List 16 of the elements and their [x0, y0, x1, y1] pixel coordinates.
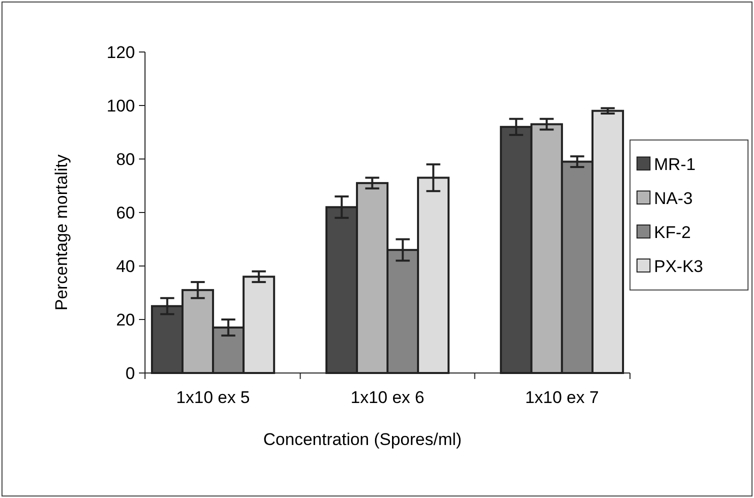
x-tick-label: 1x10 ex 7: [525, 388, 599, 407]
legend-label: MR-1: [654, 154, 696, 174]
y-tick-label: 20: [116, 310, 135, 330]
x-tick-label: 1x10 ex 6: [350, 388, 424, 407]
legend-label: KF-2: [654, 222, 691, 242]
legend-label: PX-K3: [654, 256, 704, 276]
y-tick-label: 120: [106, 42, 135, 62]
x-tick-label: 1x10 ex 5: [176, 388, 250, 407]
y-tick-label: 0: [126, 364, 135, 383]
y-tick-label: 60: [116, 203, 135, 222]
legend-label: NA-3: [654, 188, 693, 208]
x-axis-title: Concentration (Spores/ml): [263, 430, 462, 449]
y-tick-label: 40: [116, 256, 135, 276]
y-tick-label: 80: [116, 150, 135, 169]
y-tick-label: 100: [106, 96, 135, 116]
y-axis-title: Percentage mortality: [52, 154, 71, 310]
